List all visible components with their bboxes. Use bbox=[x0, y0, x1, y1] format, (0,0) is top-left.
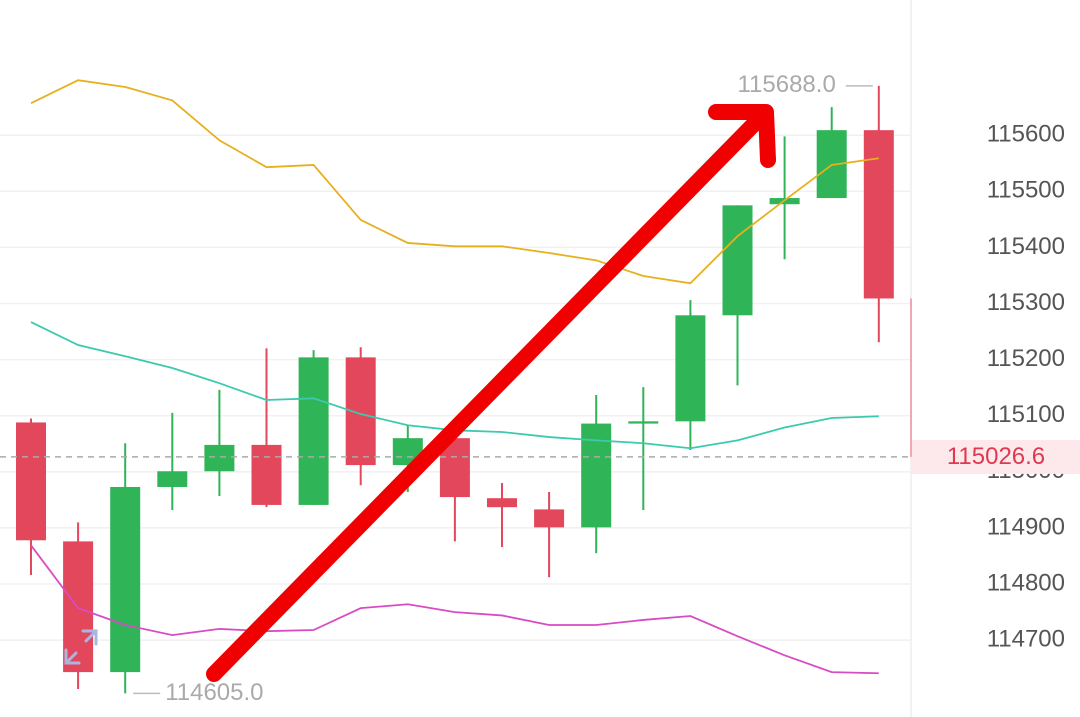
current-price-label: 115026.6 bbox=[947, 443, 1045, 470]
y-axis: 1147001148001149001150001151001152001153… bbox=[987, 121, 1065, 653]
expand-icon bbox=[64, 629, 98, 665]
y-tick-label: 115600 bbox=[987, 121, 1065, 148]
candle-body bbox=[157, 471, 188, 487]
candle-body bbox=[16, 422, 46, 541]
y-tick-label: 115400 bbox=[987, 233, 1065, 260]
band-line bbox=[30, 544, 879, 675]
candle-body bbox=[251, 444, 282, 505]
candle-body bbox=[487, 498, 517, 508]
y-tick-label: 114700 bbox=[987, 625, 1065, 652]
y-tick-label: 115500 bbox=[987, 177, 1065, 204]
overlay: 115688.0 114605.0 115026.6 bbox=[0, 71, 1080, 706]
candle-body bbox=[204, 444, 235, 472]
candle-body bbox=[534, 509, 565, 528]
min-label: 114605.0 bbox=[165, 679, 263, 706]
max-label: 115688.0 bbox=[737, 71, 835, 98]
trend-arrow bbox=[206, 104, 776, 682]
candle-body bbox=[628, 421, 659, 424]
band-line bbox=[30, 79, 879, 285]
y-tick-label: 114900 bbox=[987, 513, 1065, 540]
candle-body bbox=[110, 486, 141, 673]
current-price-badge bbox=[911, 439, 1080, 474]
y-tick-label: 115100 bbox=[987, 401, 1065, 428]
candle-body bbox=[722, 205, 753, 316]
candle-body bbox=[675, 315, 706, 422]
y-tick-label: 115200 bbox=[987, 345, 1065, 372]
y-tick-label: 115300 bbox=[987, 289, 1065, 316]
candle-body bbox=[863, 130, 894, 299]
candle-body bbox=[298, 357, 329, 505]
y-tick-label: 114800 bbox=[987, 569, 1065, 596]
plot bbox=[16, 79, 894, 694]
